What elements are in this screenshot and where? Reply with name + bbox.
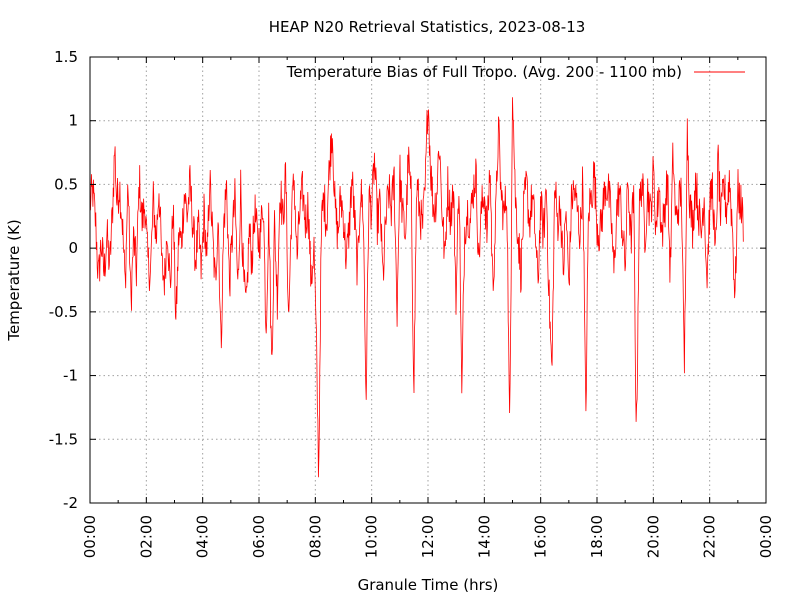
x-tick-label: 00:00 [81,515,99,558]
x-tick-label: 12:00 [419,515,437,558]
y-tick-label: 0 [68,239,78,257]
y-tick-label: 0.5 [54,175,78,193]
y-tick-label: -0.5 [49,303,78,321]
y-axis-label: Temperature (K) [5,219,23,341]
x-tick-label: 08:00 [306,515,324,558]
series-line-temperature-bias [89,97,744,478]
x-tick-label: 02:00 [137,515,155,558]
x-tick-label: 14:00 [475,515,493,558]
x-tick-label: 00:00 [757,515,775,558]
y-tick-label: -2 [63,494,78,512]
x-axis-label: Granule Time (hrs) [358,576,499,594]
legend-label: Temperature Bias of Full Tropo. (Avg. 20… [286,63,682,81]
y-tick-label: 1 [68,112,78,130]
chart-title: HEAP N20 Retrieval Statistics, 2023-08-1… [269,18,586,36]
y-tick-label: -1.5 [49,430,78,448]
y-tick-label: -1 [63,367,78,385]
x-tick-label: 18:00 [588,515,606,558]
x-tick-label: 04:00 [194,515,212,558]
plot-area [89,97,744,478]
x-tick-label: 16:00 [532,515,550,558]
x-tick-label: 22:00 [701,515,719,558]
axis-ticks: 1.510.50-0.5-1-1.5-200:00 02:00 04:00 06:00… [49,48,775,558]
x-tick-label: 20:00 [644,515,662,558]
y-tick-label: 1.5 [54,48,78,66]
legend: Temperature Bias of Full Tropo. (Avg. 20… [286,63,745,81]
x-tick-label: 06:00 [250,515,268,558]
x-tick-label: 10:00 [363,515,381,558]
grid-lines [90,57,766,503]
